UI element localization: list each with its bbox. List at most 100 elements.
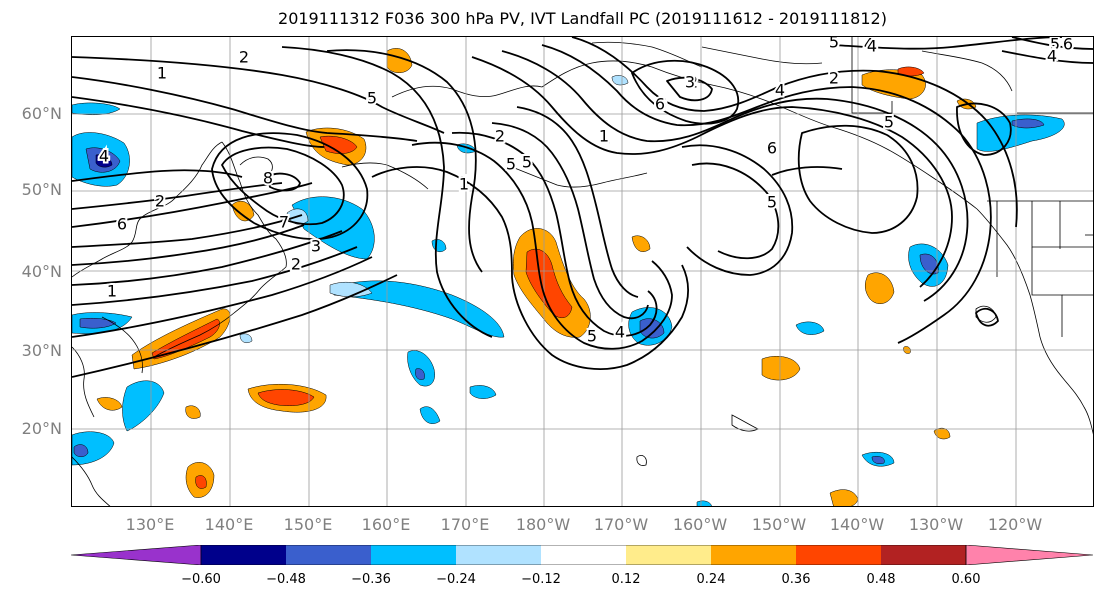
lat-label-20n: 20°N <box>21 419 62 438</box>
map-panel: 2 1 5 5 4 6 1 2 6 2 4 5 8 1 6 5 7 3 2 2 … <box>71 36 1094 507</box>
gridlines <box>72 37 1093 506</box>
colorbar-tick: −0.48 <box>266 572 306 587</box>
contour-kam-small <box>266 172 301 192</box>
contour-label: 1 <box>107 282 117 301</box>
pv-contours <box>72 37 1093 378</box>
contour-kam-loop <box>221 146 345 226</box>
contour-6 <box>72 182 313 228</box>
shade-neg-mid-e2-core <box>871 456 885 464</box>
lat-label-30n: 30°N <box>21 341 62 360</box>
contour-label: 6 <box>655 95 665 114</box>
contour-label: 5 <box>829 37 839 52</box>
shade-neg-nw-corner <box>72 102 121 115</box>
contour-label: 6 <box>1063 37 1073 54</box>
shade-neg-south-w1 <box>122 380 165 432</box>
colorbar-tick: −0.12 <box>521 572 561 587</box>
shade-neg-dateline-small <box>469 385 497 399</box>
colorbar-tick: −0.36 <box>351 572 391 587</box>
contour-label: 3 <box>311 237 321 256</box>
shade-pos-bottom-w-core <box>195 475 207 489</box>
contour-label: 4 <box>775 81 785 100</box>
colorbar-tick: 0.24 <box>696 572 726 587</box>
lon-label-130e: 130°E <box>125 515 175 534</box>
contour-ridge-8 <box>691 162 780 260</box>
shade-pos-bottom-e-small <box>933 427 951 440</box>
contour-ridge-2 <box>501 50 969 302</box>
contour-ne-loop <box>956 102 1012 156</box>
contour-label: 1 <box>459 173 469 192</box>
lon-label-170e: 170°E <box>440 515 490 534</box>
colorbar-bin-8 <box>796 545 881 565</box>
contour-label: 5 <box>1050 37 1060 54</box>
figure-title: 2019111312 F036 300 hPa PV, IVT Landfall… <box>278 9 887 28</box>
contour-label: 5 <box>506 155 516 174</box>
shade-neg-alaska-small <box>611 75 629 86</box>
contour-ridge-6 <box>666 76 713 102</box>
colorbar-tick: 0.60 <box>951 572 981 587</box>
contour-ridge-9 <box>797 124 919 234</box>
contour-ridge-5 <box>631 59 740 125</box>
contour-label: 6 <box>767 139 777 158</box>
colorbar <box>71 545 1094 565</box>
positive-anomaly-shading <box>96 48 977 506</box>
shade-pos-east-coast <box>865 272 895 304</box>
lon-label-120w: 120°W <box>987 515 1043 534</box>
lon-label-130w: 130°W <box>908 515 964 534</box>
colorbar-bin-9 <box>881 545 966 565</box>
contour-wave-2 <box>326 49 483 273</box>
contour-label: 7 <box>279 213 289 232</box>
contour-label: 1 <box>599 127 609 146</box>
contour-label: 2 <box>239 48 249 67</box>
lon-label-140w: 140°W <box>829 515 885 534</box>
contour-ridge-3 <box>541 44 992 344</box>
contour-ne-1 <box>1011 37 1093 50</box>
colorbar-tick: −0.60 <box>181 572 221 587</box>
colorbar-extend-low <box>71 545 202 565</box>
lon-label-150e: 150°E <box>283 515 333 534</box>
shade-neg-center-blob-core <box>415 368 425 380</box>
shade-pos-south-w1 <box>96 397 123 411</box>
colorbar-bin-7 <box>711 545 796 565</box>
negative-anomaly-shading <box>72 75 1065 506</box>
contour-labels: 2 1 5 5 4 6 1 2 6 2 4 5 8 1 6 5 7 3 2 2 … <box>97 37 1075 348</box>
map-svg: 2 1 5 5 4 6 1 2 6 2 4 5 8 1 6 5 7 3 2 2 … <box>72 37 1093 506</box>
shade-pos-bering <box>386 48 413 73</box>
contour-trough-5 <box>516 106 639 298</box>
contour-label: 2 <box>495 127 505 146</box>
lat-label-40n: 40°N <box>21 262 62 281</box>
shade-neg-ne-coast-core <box>919 253 939 275</box>
contour-label: 6 <box>657 95 667 114</box>
contour-trough-4 <box>491 122 649 320</box>
shade-neg-subtrop-wave-core <box>639 318 665 339</box>
shade-neg-small1 <box>431 239 447 252</box>
contour-label: 2 <box>291 255 301 274</box>
colorbar-extend-high <box>965 545 1094 565</box>
contour-label: 4 <box>1047 47 1057 66</box>
colorbar-tick: −0.24 <box>436 572 476 587</box>
shade-pos-dateline-small <box>631 235 651 252</box>
colorbar-bin-2 <box>286 545 371 565</box>
contour-4 <box>72 169 243 182</box>
colorbar-bin-5 <box>541 545 626 565</box>
shade-pos-south-c <box>185 405 201 419</box>
contour-label: 6 <box>117 215 127 234</box>
contour-kam-loop2 <box>211 132 369 240</box>
colorbar-bin-3 <box>371 545 456 565</box>
contour-label: 4 <box>99 147 109 166</box>
contour-label: 5 <box>367 89 377 108</box>
shade-neg-westjapan-core <box>79 317 117 329</box>
lon-label-140e: 140°E <box>204 515 254 534</box>
contour-trough-outer <box>371 166 689 370</box>
shade-neg-midpac-band <box>333 280 505 338</box>
shade-neg-center-blob <box>407 350 435 387</box>
contour-ridge-1 <box>471 56 953 288</box>
contour-10 <box>72 246 358 306</box>
lon-label-180w: 180°W <box>515 515 571 534</box>
contour-label: 1 <box>601 129 611 148</box>
contour-label: 2 <box>829 69 839 88</box>
contour-label: 8 <box>263 169 273 188</box>
contour-label: 4 <box>867 37 877 56</box>
contour-label: 5 <box>884 113 894 132</box>
lon-label-150w: 150°W <box>751 515 807 534</box>
shade-pos-east-mid <box>761 356 801 381</box>
